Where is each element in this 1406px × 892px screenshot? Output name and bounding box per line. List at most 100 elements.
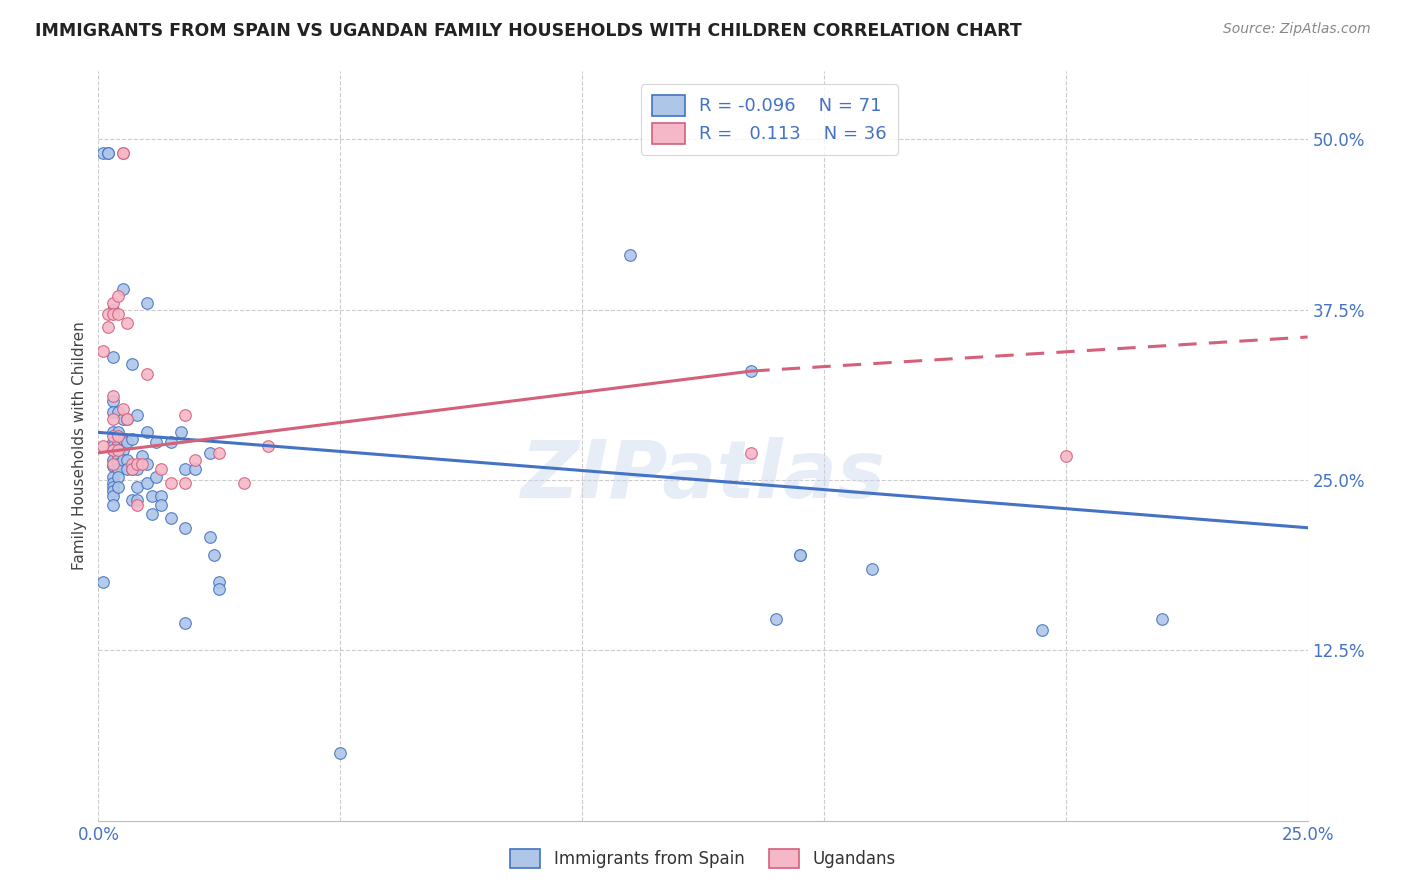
- Point: [160, 475, 183, 490]
- Point: [107, 429, 129, 443]
- Point: [101, 483, 124, 498]
- Point: [107, 443, 129, 458]
- Point: [101, 470, 124, 484]
- Point: [91, 575, 114, 590]
- Point: [198, 446, 221, 460]
- Point: [107, 480, 129, 494]
- Text: IMMIGRANTS FROM SPAIN VS UGANDAN FAMILY HOUSEHOLDS WITH CHILDREN CORRELATION CHA: IMMIGRANTS FROM SPAIN VS UGANDAN FAMILY …: [35, 22, 1022, 40]
- Point: [131, 449, 153, 463]
- Point: [121, 493, 143, 508]
- Point: [91, 146, 114, 161]
- Point: [117, 411, 139, 425]
- Point: [101, 411, 124, 425]
- Point: [111, 443, 134, 458]
- Point: [101, 302, 124, 317]
- Point: [117, 434, 139, 449]
- Point: [135, 425, 157, 440]
- Point: [121, 357, 143, 371]
- Point: [97, 146, 120, 161]
- Point: [121, 432, 143, 446]
- Point: [160, 434, 183, 449]
- Point: [135, 457, 157, 471]
- Point: [101, 405, 124, 419]
- Point: [101, 443, 124, 458]
- Point: [101, 434, 124, 449]
- Point: [107, 425, 129, 440]
- Point: [101, 459, 124, 474]
- Point: [160, 511, 183, 525]
- Point: [101, 480, 124, 494]
- Point: [121, 462, 143, 476]
- Point: [127, 408, 149, 422]
- Point: [111, 432, 134, 446]
- Point: [141, 507, 163, 521]
- Point: [174, 408, 197, 422]
- Point: [101, 443, 124, 458]
- Point: [101, 351, 124, 365]
- Point: [117, 317, 139, 331]
- Point: [101, 452, 124, 467]
- Legend: Immigrants from Spain, Ugandans: Immigrants from Spain, Ugandans: [503, 842, 903, 875]
- Point: [91, 343, 114, 358]
- Y-axis label: Family Households with Children: Family Households with Children: [72, 322, 87, 570]
- Point: [117, 452, 139, 467]
- Point: [107, 457, 129, 471]
- Point: [208, 575, 231, 590]
- Point: [184, 462, 207, 476]
- Point: [101, 498, 124, 512]
- Point: [117, 411, 139, 425]
- Point: [127, 462, 149, 476]
- Point: [174, 475, 197, 490]
- Point: [765, 612, 787, 626]
- Point: [204, 548, 226, 562]
- Point: [101, 439, 124, 453]
- Point: [740, 446, 762, 460]
- Point: [117, 462, 139, 476]
- Point: [101, 394, 124, 409]
- Point: [101, 307, 124, 321]
- Point: [329, 746, 352, 760]
- Point: [101, 296, 124, 310]
- Point: [208, 582, 231, 596]
- Point: [111, 411, 134, 425]
- Point: [141, 490, 163, 504]
- Point: [107, 307, 129, 321]
- Point: [135, 367, 157, 381]
- Point: [107, 434, 129, 449]
- Point: [107, 470, 129, 484]
- Point: [97, 146, 120, 161]
- Point: [111, 146, 134, 161]
- Point: [107, 443, 129, 458]
- Point: [97, 320, 120, 334]
- Point: [127, 498, 149, 512]
- Point: [1031, 623, 1053, 637]
- Text: ZIPatlas: ZIPatlas: [520, 437, 886, 515]
- Point: [145, 470, 167, 484]
- Point: [1152, 612, 1174, 626]
- Point: [860, 561, 883, 575]
- Point: [135, 296, 157, 310]
- Point: [169, 425, 191, 440]
- Point: [127, 493, 149, 508]
- Point: [101, 388, 124, 402]
- Point: [1054, 449, 1077, 463]
- Point: [107, 405, 129, 419]
- Point: [121, 457, 143, 471]
- Legend: R = -0.096    N = 71, R =   0.113    N = 36: R = -0.096 N = 71, R = 0.113 N = 36: [641, 84, 897, 154]
- Point: [107, 289, 129, 303]
- Point: [101, 475, 124, 490]
- Point: [789, 548, 811, 562]
- Point: [150, 490, 173, 504]
- Point: [198, 530, 221, 544]
- Point: [184, 452, 207, 467]
- Point: [131, 457, 153, 471]
- Point: [174, 521, 197, 535]
- Point: [111, 402, 134, 417]
- Point: [150, 462, 173, 476]
- Point: [111, 146, 134, 161]
- Point: [101, 429, 124, 443]
- Point: [111, 282, 134, 296]
- Point: [101, 490, 124, 504]
- Point: [232, 475, 254, 490]
- Point: [174, 462, 197, 476]
